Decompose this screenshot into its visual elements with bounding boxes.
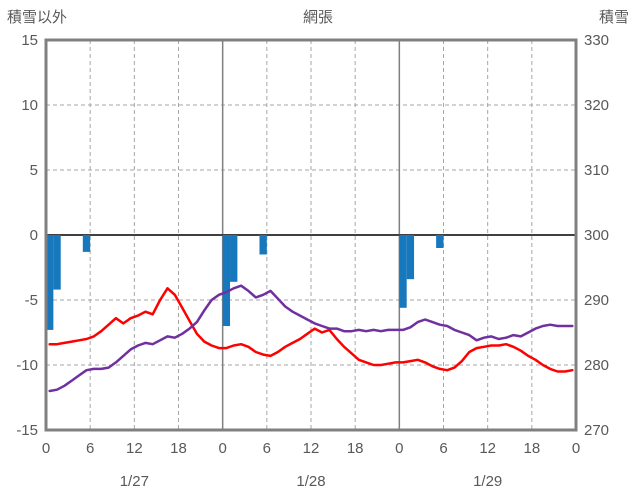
precipitation-bar	[406, 235, 415, 280]
temperature-line	[48, 287, 574, 373]
left-axis-tick-label: -5	[25, 292, 38, 309]
left-axis-tick-label: 5	[30, 162, 38, 179]
date-label: 1/28	[296, 473, 325, 490]
x-axis-tick-label: 12	[479, 440, 496, 457]
precipitation-bar	[259, 235, 267, 255]
x-axis-tick-label: 12	[126, 440, 143, 457]
x-axis-tick-label: 6	[439, 440, 447, 457]
x-axis-tick-label: 12	[303, 440, 320, 457]
right-axis-tick-label: 330	[584, 32, 609, 49]
x-axis-tick-label: 0	[395, 440, 403, 457]
snow_depth-line	[48, 284, 574, 393]
right-axis-tick-label: 310	[584, 162, 609, 179]
date-label: 1/29	[473, 473, 502, 490]
x-axis-tick-label: 0	[218, 440, 226, 457]
left-axis-tick-label: 10	[21, 97, 38, 114]
right-axis-tick-label: 290	[584, 292, 609, 309]
precipitation-bar	[53, 235, 61, 290]
plot-border	[44, 38, 578, 432]
precipitation-bar	[82, 235, 91, 252]
right-axis-tick-label: 300	[584, 227, 609, 244]
x-axis-tick-label: 18	[523, 440, 540, 457]
right-axis-title: 積雪	[598, 9, 629, 26]
precipitation-bar	[399, 235, 407, 308]
left-axis-tick-label: -15	[16, 422, 38, 439]
right-axis-tick-label: 320	[584, 97, 609, 114]
left-axis-tick-label: 0	[30, 227, 38, 244]
x-axis-tick-label: 0	[572, 440, 580, 457]
left-axis-tick-label: 15	[21, 32, 38, 49]
x-axis-tick-label: 6	[263, 440, 271, 457]
chart-title: 網張	[302, 9, 333, 26]
precipitation-bar	[222, 235, 231, 326]
right-axis-tick-label: 270	[584, 422, 609, 439]
x-axis-tick-label: 18	[170, 440, 187, 457]
left-axis-title: 積雪以外	[7, 9, 68, 26]
precipitation-bar	[46, 235, 54, 330]
x-axis-tick-label: 6	[86, 440, 94, 457]
left-axis-tick-label: -10	[16, 357, 38, 374]
precipitation-bar	[436, 235, 444, 248]
x-axis-tick-label: 18	[347, 440, 364, 457]
x-axis-tick-label: 0	[42, 440, 50, 457]
precipitation-bar	[230, 235, 238, 282]
right-axis-tick-label: 280	[584, 357, 609, 374]
date-label: 1/27	[120, 473, 149, 490]
